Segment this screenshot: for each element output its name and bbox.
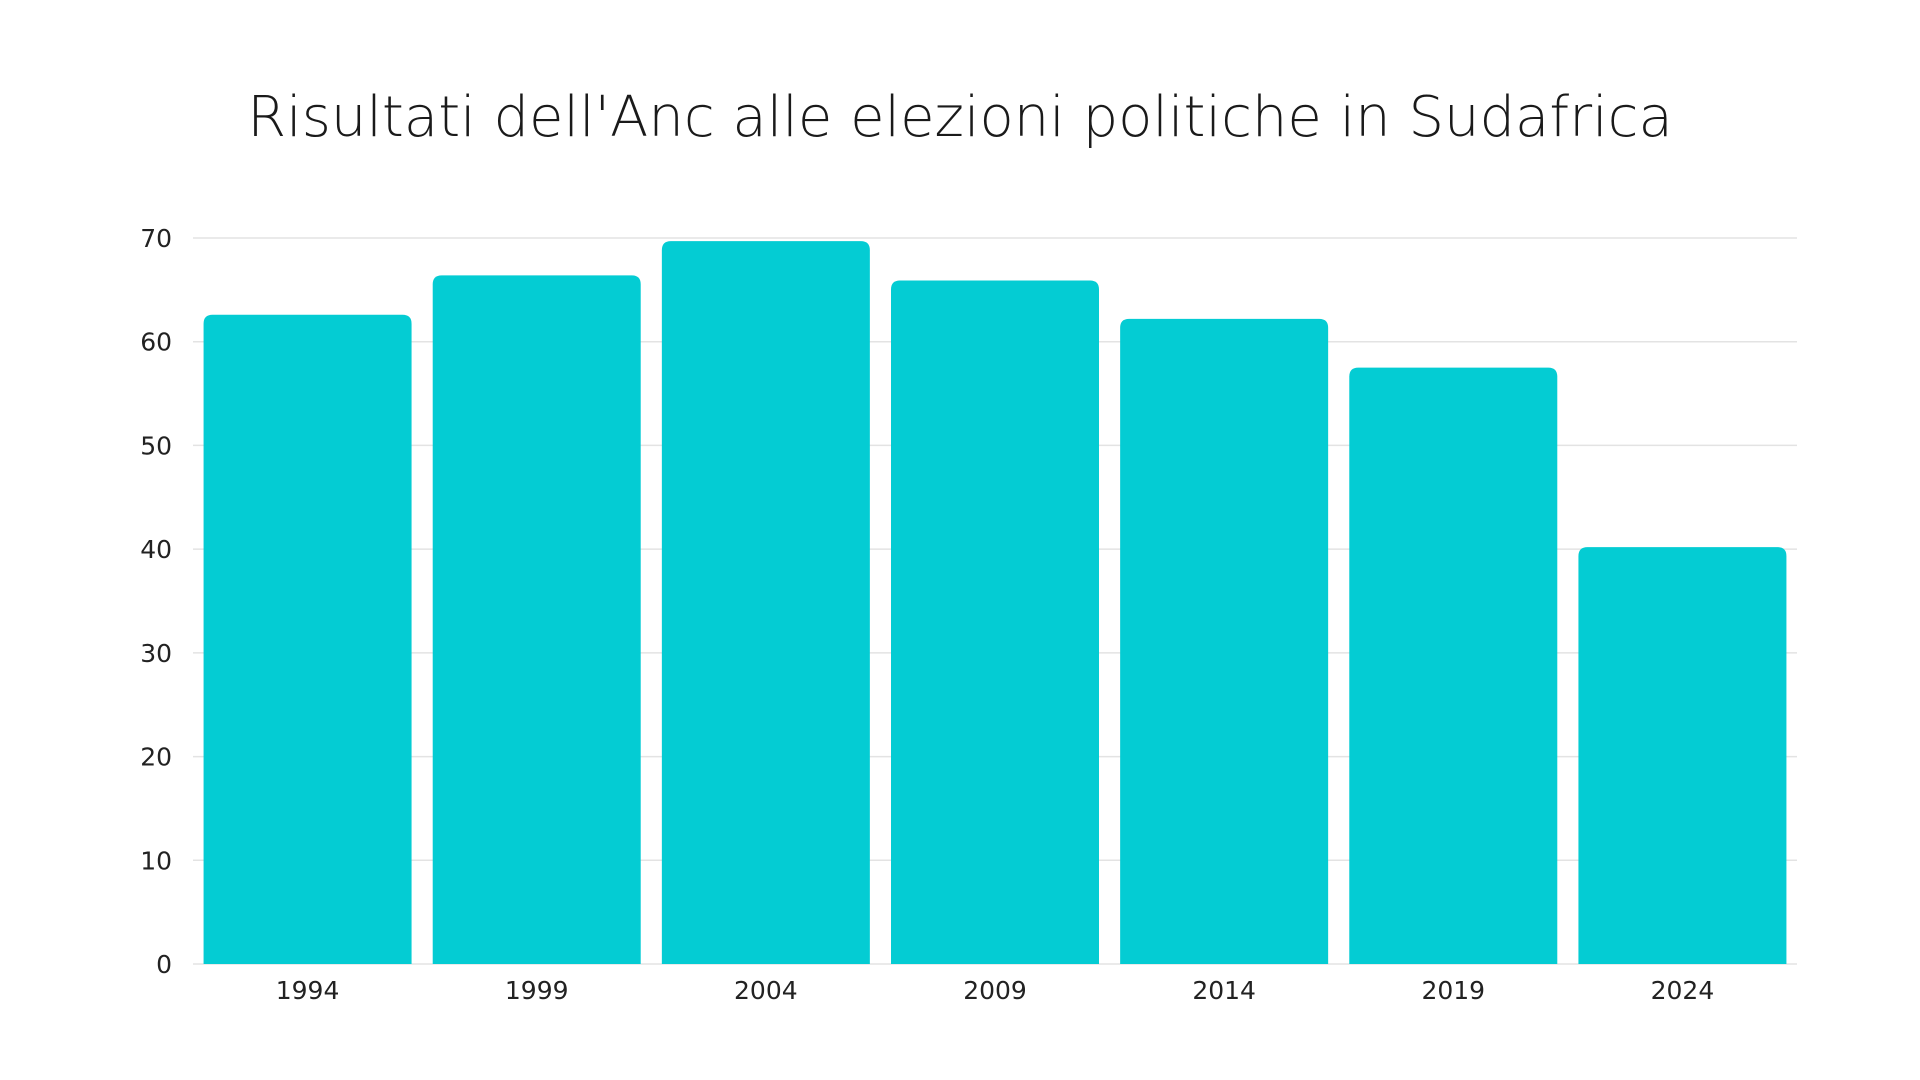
y-tick-label: 10 — [140, 846, 172, 875]
bar-2014 — [1120, 318, 1329, 964]
x-axis-tick-labels: 1994 1999 2004 2009 2014 2019 2024 — [276, 976, 1714, 1005]
x-tick-label: 2019 — [1421, 976, 1485, 1005]
x-tick-label: 2004 — [734, 976, 798, 1005]
bar-2024 — [1578, 547, 1787, 964]
x-tick-label: 2014 — [1192, 976, 1256, 1005]
y-tick-label: 70 — [140, 224, 172, 253]
y-tick-label: 0 — [156, 950, 172, 979]
y-tick-label: 30 — [140, 639, 172, 668]
x-tick-label: 1999 — [505, 976, 569, 1005]
bar-1994 — [203, 314, 412, 965]
x-tick-label: 2024 — [1651, 976, 1715, 1005]
bar-2019 — [1349, 367, 1558, 965]
y-tick-label: 60 — [140, 328, 172, 357]
bar-2004 — [661, 241, 870, 964]
bar-2009 — [891, 280, 1099, 965]
y-axis-tick-labels: 0 10 20 30 40 50 60 70 — [140, 224, 172, 979]
y-tick-label: 40 — [140, 535, 172, 564]
y-tick-label: 20 — [140, 743, 172, 772]
chart-title: Risultati dell'Anc alle elezioni politic… — [247, 85, 1673, 150]
x-tick-label: 2009 — [963, 976, 1027, 1005]
y-tick-label: 50 — [140, 431, 172, 460]
bars — [203, 241, 1787, 965]
x-tick-label: 1994 — [276, 976, 340, 1005]
bar-1999 — [432, 275, 641, 964]
